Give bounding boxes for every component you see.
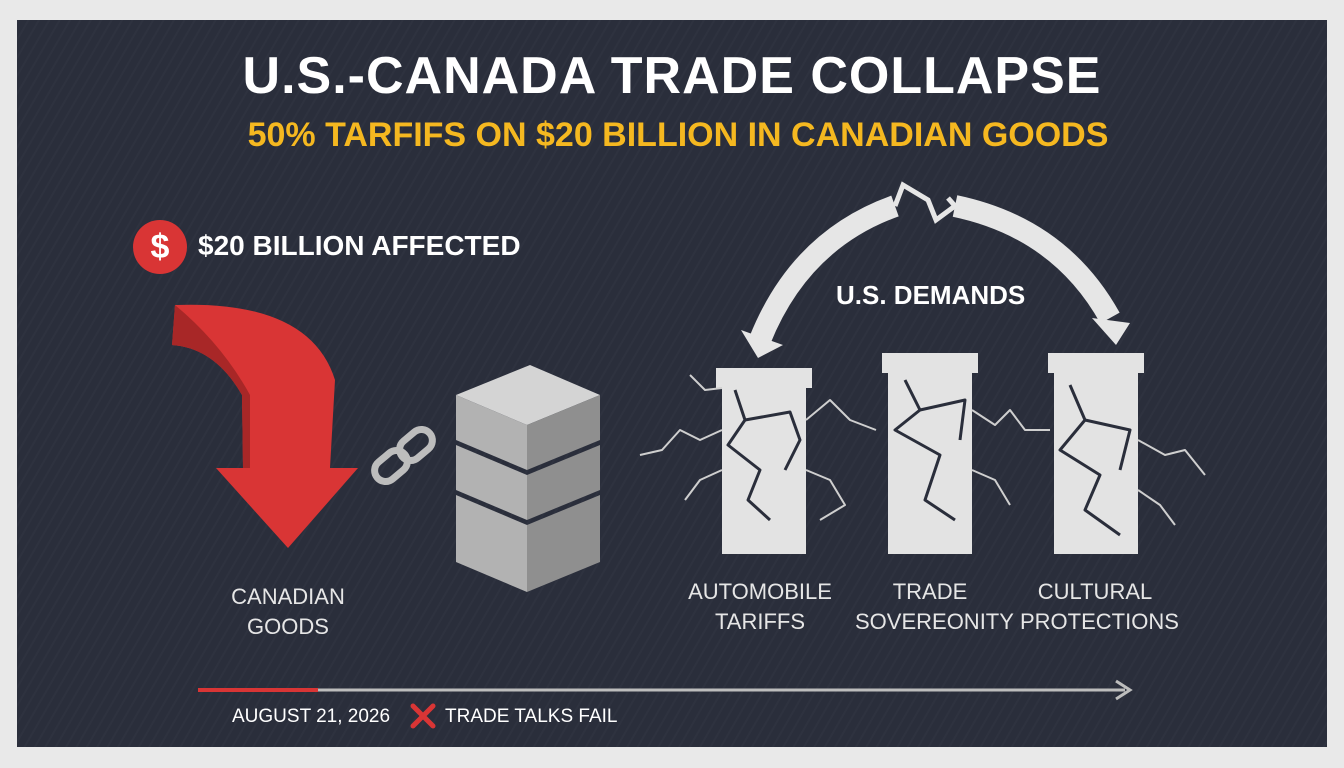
dollar-icon: $ [133, 220, 187, 274]
pillar-1 [716, 368, 812, 554]
demand-arrows-icon [741, 181, 1130, 358]
pillar-2 [882, 353, 978, 554]
timeline-bar [198, 679, 1133, 701]
pillar-label-cultural-protections: CULTURAL PROTECTIONS [1020, 579, 1179, 634]
chain-link-icon [371, 426, 436, 485]
pillar-label-automobile-tariffs: AUTOMOBILE TARIFFS [688, 579, 832, 634]
canadian-goods-label: CANADIAN GOODS [231, 584, 345, 639]
timeline-date: AUGUST 21, 2026 [232, 706, 391, 727]
down-arrow-icon [172, 304, 358, 548]
goods-boxes-icon [456, 365, 600, 592]
pillar-3 [1048, 353, 1144, 554]
us-demands-label: U.S. DEMANDS [836, 280, 1026, 310]
page-title: U.S.-CANADA TRADE COLLAPSE [242, 47, 1102, 105]
timeline-event: TRADE TALKS FAIL [445, 706, 618, 727]
pillar-label-trade-sovereignty: TRADE SOVEREONITY [855, 579, 1014, 634]
page-subtitle: 50% TARFIFS ON $20 BILLION IN CANADIAN G… [247, 116, 1109, 154]
fail-x-icon [410, 703, 436, 729]
affected-amount: $20 BILLION AFFECTED [198, 230, 521, 261]
